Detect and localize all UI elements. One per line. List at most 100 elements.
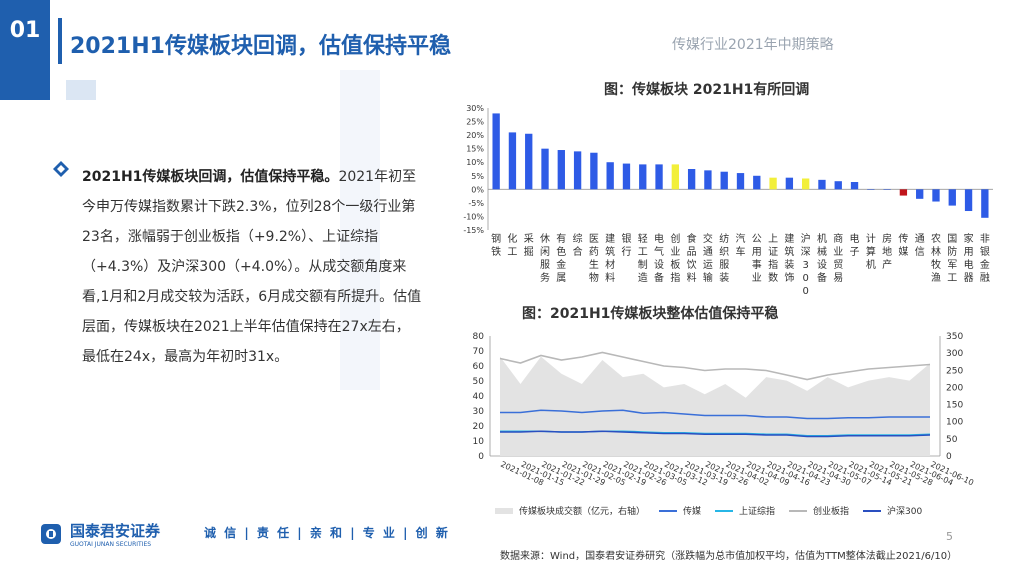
data-source: 数据来源：Wind，国泰君安证券研究（涨跌幅为总市值加权平均，估值为TTM整体法…: [500, 551, 958, 562]
x-tick-label: 色: [556, 245, 566, 258]
y-left-tick-label: 80: [473, 332, 485, 342]
x-tick-label: 深: [801, 246, 811, 258]
slide-number-badge: 01: [0, 0, 50, 100]
bar: [508, 132, 517, 190]
legend-label: 沪深300: [887, 505, 922, 517]
series-line: [499, 351, 931, 381]
x-tick-label: 备: [654, 271, 664, 284]
body-lead: 2021H1传媒板块回调，估值保持平稳。: [82, 169, 339, 185]
x-tick-label: 业: [752, 272, 762, 284]
x-tick-label: 算: [866, 245, 876, 258]
x-tick-label: 轻: [638, 232, 648, 245]
y-left-tick-label: 10: [473, 437, 485, 447]
x-tick-label: 化: [507, 232, 517, 245]
y-right-tick-label: 150: [946, 401, 963, 411]
diamond-bullet-icon: [53, 161, 69, 177]
x-tick-label: 设: [654, 259, 664, 271]
brand-logo-icon: [41, 524, 61, 544]
x-tick-label: 务: [540, 271, 550, 284]
x-tick-label: 筑: [784, 245, 794, 258]
x-tick-label: 综: [573, 232, 583, 245]
x-tick-label: 掘: [524, 245, 534, 258]
x-tick-label: 车: [736, 245, 746, 258]
x-tick-label: 融: [980, 272, 990, 284]
x-tick-label: 饰: [784, 271, 794, 284]
x-tick-label: 银: [621, 232, 631, 245]
x-tick-label: 数: [768, 271, 778, 284]
x-tick-label: 料: [687, 271, 697, 284]
x-tick-label: 钢: [491, 232, 501, 245]
bar: [964, 189, 973, 212]
x-tick-label: 装: [784, 258, 794, 271]
x-tick-label: 非: [980, 233, 990, 245]
body-text: 2021年初至今申万传媒指数累计下跌2.3%，位列28个一级行业第23名，涨幅弱…: [82, 169, 422, 365]
x-tick-label: 商: [833, 232, 843, 245]
bar-chart: 30%25%20%15%10%5%0%-5%-10%-15%钢铁化工采掘休闲服务…: [463, 104, 993, 297]
x-tick-label: 农: [931, 232, 941, 245]
x-tick-label: 电: [850, 232, 860, 245]
y-right-tick-label: 100: [946, 418, 963, 428]
x-tick-label: 机: [866, 258, 876, 271]
x-tick-label: 上: [768, 233, 778, 245]
title-accent-bar: [58, 18, 62, 64]
y-left-tick-label: 60: [473, 362, 485, 372]
y-right-tick-label: 300: [946, 349, 963, 359]
x-tick-label: 计: [866, 232, 876, 245]
x-tick-label: 器: [964, 272, 974, 284]
y-tick-label: 5%: [471, 172, 484, 181]
x-tick-label: 媒: [898, 246, 908, 258]
x-tick-label: 机: [817, 232, 827, 245]
y-right-tick-label: 50: [946, 435, 958, 445]
x-tick-label: 产: [882, 258, 892, 271]
x-tick-label: 0: [802, 286, 808, 297]
bar: [932, 189, 940, 202]
x-tick-label: 0: [802, 273, 808, 284]
top-chart-title: 图：传媒板块 2021H1有所回调: [604, 82, 810, 98]
x-tick-label: 属: [556, 272, 566, 284]
y-tick-label: 30%: [466, 104, 484, 113]
x-tick-label: 药: [589, 246, 599, 258]
x-tick-label: 织: [719, 246, 729, 258]
x-tick-label: 气: [654, 245, 664, 258]
slide-number: 01: [9, 18, 41, 43]
x-tick-label: 3: [802, 260, 808, 271]
x-tick-label: 采: [524, 233, 534, 245]
x-tick-label: 材: [605, 258, 615, 271]
bar: [867, 189, 875, 190]
y-left-tick-label: 40: [473, 392, 485, 402]
x-tick-label: 银: [980, 245, 990, 258]
x-tick-label: 通: [703, 246, 713, 258]
x-tick-label: 品: [687, 246, 697, 258]
line-chart: 8070605040302010035030025020015010050020…: [473, 332, 976, 517]
x-tick-label: 家: [964, 232, 974, 245]
x-tick-label: 建: [605, 232, 615, 245]
y-right-tick-label: 250: [946, 366, 963, 376]
x-tick-label: 纺: [719, 232, 729, 245]
x-tick-label: 服: [719, 259, 729, 271]
x-tick-label: 行: [621, 245, 631, 258]
x-tick-label: 医: [589, 233, 599, 245]
series-area-turnover: [500, 356, 930, 456]
x-tick-label: 合: [573, 245, 583, 258]
bar: [916, 189, 924, 199]
x-tick-label: 汽: [736, 232, 746, 245]
x-tick-label: 房: [882, 232, 892, 245]
bar: [801, 178, 810, 190]
x-tick-label: 沪: [801, 232, 811, 245]
x-tick-label: 运: [703, 259, 713, 271]
legend-label: 传媒: [683, 505, 701, 517]
x-tick-label: 牧: [931, 258, 941, 271]
y-right-tick-label: 350: [946, 332, 963, 342]
bar: [573, 151, 582, 190]
bar: [671, 164, 680, 190]
bar: [541, 148, 549, 190]
x-tick-label: 交: [703, 232, 713, 245]
brand-logo: 国泰君安证券 GUOTAI JUNAN SECURITIES: [40, 520, 160, 548]
x-tick-label: 传: [898, 233, 908, 245]
page-number: 5: [946, 530, 953, 543]
brand-name-en: GUOTAI JUNAN SECURITIES: [70, 541, 152, 548]
body-paragraph: 2021H1传媒板块回调，估值保持平稳。2021年初至今申万传媒指数累计下跌2.…: [82, 162, 422, 372]
x-tick-label: 证: [768, 246, 778, 258]
bar: [622, 163, 631, 190]
x-tick-label: 用: [752, 247, 762, 258]
